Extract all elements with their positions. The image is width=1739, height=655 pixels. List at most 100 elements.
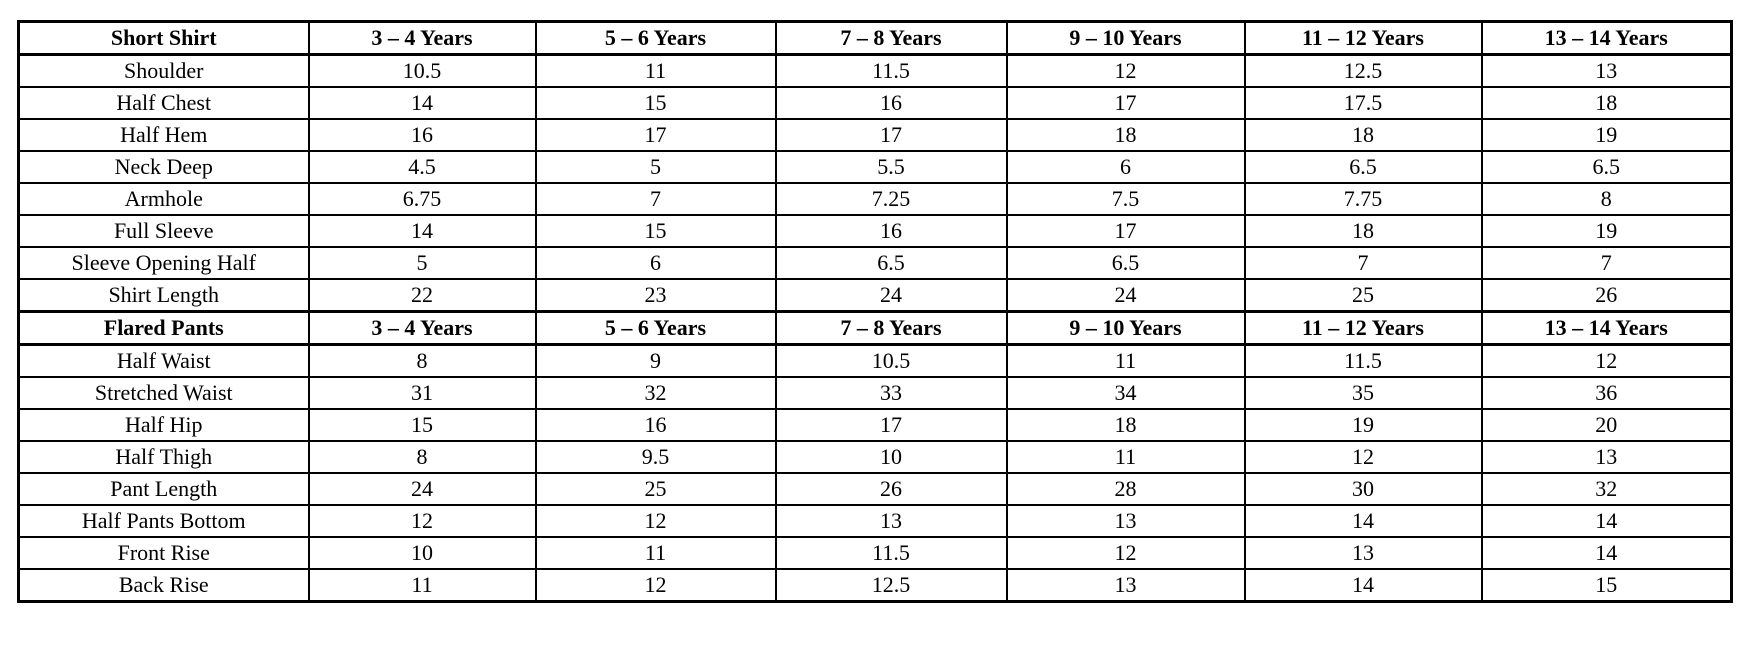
row-label: Sleeve Opening Half	[17, 246, 310, 280]
value-cell: 10.5	[307, 53, 537, 88]
table-row: Half Thigh 8 9.5 10 11 12 13	[17, 440, 1733, 474]
table-row: Half Chest 14 15 16 17 17.5 18	[17, 86, 1733, 120]
table-row: Armhole 6.75 7 7.25 7.5 7.75 8	[17, 182, 1733, 216]
value-cell: 6.5	[774, 246, 1008, 280]
value-cell: 12	[1005, 53, 1246, 88]
value-cell: 9	[534, 343, 777, 378]
value-cell: 34	[1005, 376, 1246, 410]
value-cell: 6.5	[1005, 246, 1246, 280]
value-cell: 17	[534, 118, 777, 152]
value-cell: 17	[1005, 86, 1246, 120]
row-label: Back Rise	[17, 568, 310, 603]
value-cell: 11	[534, 536, 777, 570]
column-header: 5 – 6 Years	[534, 310, 777, 346]
value-cell: 12	[307, 504, 537, 538]
value-cell: 22	[307, 278, 537, 313]
value-cell: 33	[774, 376, 1008, 410]
value-cell: 28	[1005, 472, 1246, 506]
value-cell: 14	[1480, 504, 1733, 538]
value-cell: 32	[534, 376, 777, 410]
table-row: Shirt Length 22 23 24 24 25 26	[17, 278, 1733, 313]
value-cell: 7	[1480, 246, 1733, 280]
value-cell: 14	[1243, 568, 1483, 603]
value-cell: 6	[534, 246, 777, 280]
row-label: Half Thigh	[17, 440, 310, 474]
value-cell: 13	[774, 504, 1008, 538]
value-cell: 20	[1480, 408, 1733, 442]
table-row: Stretched Waist 31 32 33 34 35 36	[17, 376, 1733, 410]
value-cell: 14	[1243, 504, 1483, 538]
value-cell: 11	[1005, 343, 1246, 378]
value-cell: 8	[307, 343, 537, 378]
value-cell: 17	[774, 408, 1008, 442]
row-label: Shirt Length	[17, 278, 310, 313]
value-cell: 7	[1243, 246, 1483, 280]
value-cell: 25	[534, 472, 777, 506]
value-cell: 16	[534, 408, 777, 442]
row-label: Full Sleeve	[17, 214, 310, 248]
value-cell: 18	[1243, 214, 1483, 248]
column-header: 11 – 12 Years	[1243, 310, 1483, 346]
value-cell: 13	[1480, 53, 1733, 88]
column-header: 7 – 8 Years	[774, 310, 1008, 346]
value-cell: 30	[1243, 472, 1483, 506]
column-header: 13 – 14 Years	[1480, 20, 1733, 56]
value-cell: 18	[1005, 118, 1246, 152]
column-header: 7 – 8 Years	[774, 20, 1008, 56]
value-cell: 16	[774, 86, 1008, 120]
value-cell: 5	[307, 246, 537, 280]
value-cell: 12	[1243, 440, 1483, 474]
column-header: 9 – 10 Years	[1005, 20, 1246, 56]
value-cell: 19	[1480, 214, 1733, 248]
row-label: Shoulder	[17, 53, 310, 88]
row-label: Half Pants Bottom	[17, 504, 310, 538]
value-cell: 9.5	[534, 440, 777, 474]
row-label: Half Chest	[17, 86, 310, 120]
value-cell: 11	[534, 53, 777, 88]
value-cell: 5	[534, 150, 777, 184]
table-row: Front Rise 10 11 11.5 12 13 14	[17, 536, 1733, 570]
value-cell: 24	[307, 472, 537, 506]
value-cell: 6.5	[1243, 150, 1483, 184]
table-row: Half Hip 15 16 17 18 19 20	[17, 408, 1733, 442]
value-cell: 12.5	[774, 568, 1008, 603]
row-label: Neck Deep	[17, 150, 310, 184]
table-row: Full Sleeve 14 15 16 17 18 19	[17, 214, 1733, 248]
value-cell: 14	[307, 214, 537, 248]
size-chart-table: Short Shirt 3 – 4 Years 5 – 6 Years 7 – 8 Y…	[17, 20, 1733, 603]
value-cell: 25	[1243, 278, 1483, 313]
value-cell: 31	[307, 376, 537, 410]
column-header: 13 – 14 Years	[1480, 310, 1733, 346]
value-cell: 12	[534, 568, 777, 603]
value-cell: 7.75	[1243, 182, 1483, 216]
value-cell: 23	[534, 278, 777, 313]
value-cell: 19	[1480, 118, 1733, 152]
table-row: Half Hem 16 17 17 18 18 19	[17, 118, 1733, 152]
table-row: Half Waist 8 9 10.5 11 11.5 12	[17, 343, 1733, 378]
column-header: 11 – 12 Years	[1243, 20, 1483, 56]
row-label: Stretched Waist	[17, 376, 310, 410]
value-cell: 11.5	[1243, 343, 1483, 378]
value-cell: 36	[1480, 376, 1733, 410]
row-label: Front Rise	[17, 536, 310, 570]
value-cell: 15	[307, 408, 537, 442]
value-cell: 12	[534, 504, 777, 538]
value-cell: 7.5	[1005, 182, 1246, 216]
table-row: Pant Length 24 25 26 28 30 32	[17, 472, 1733, 506]
value-cell: 11.5	[774, 53, 1008, 88]
value-cell: 32	[1480, 472, 1733, 506]
value-cell: 10	[774, 440, 1008, 474]
value-cell: 24	[774, 278, 1008, 313]
value-cell: 11	[1005, 440, 1246, 474]
value-cell: 17	[774, 118, 1008, 152]
table-row: Neck Deep 4.5 5 5.5 6 6.5 6.5	[17, 150, 1733, 184]
value-cell: 17	[1005, 214, 1246, 248]
value-cell: 8	[307, 440, 537, 474]
value-cell: 35	[1243, 376, 1483, 410]
table-row: Half Pants Bottom 12 12 13 13 14 14	[17, 504, 1733, 538]
value-cell: 15	[534, 214, 777, 248]
column-header: 3 – 4 Years	[307, 20, 537, 56]
value-cell: 12	[1005, 536, 1246, 570]
column-header: 3 – 4 Years	[307, 310, 537, 346]
value-cell: 8	[1480, 182, 1733, 216]
